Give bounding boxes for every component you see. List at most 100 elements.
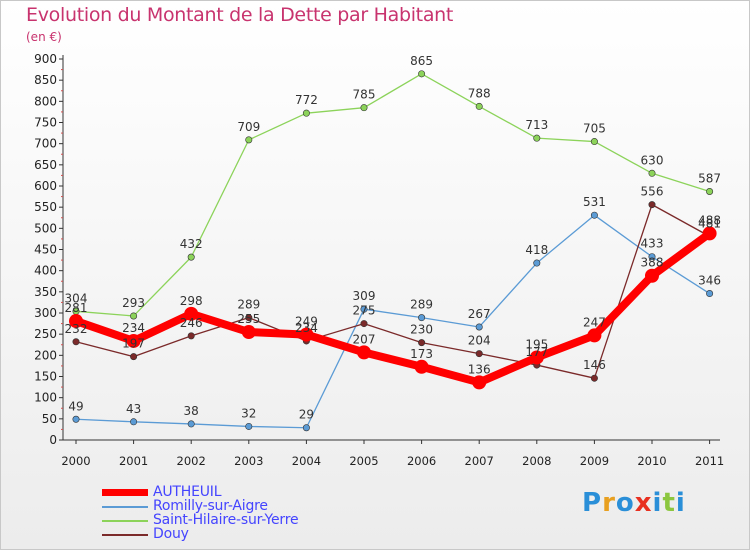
x-tick-label: 2002 <box>177 454 206 468</box>
x-tick-label: 2004 <box>292 454 321 468</box>
logo-letter: r <box>602 488 616 518</box>
y-tick-label: 300 <box>34 306 57 320</box>
legend-swatch <box>102 534 148 536</box>
data-label-0: 488 <box>698 213 721 227</box>
data-point-0 <box>529 350 544 365</box>
data-point-2 <box>187 253 195 261</box>
data-point-3 <box>130 353 138 361</box>
data-point-2 <box>302 109 310 117</box>
data-point-3 <box>475 350 483 358</box>
legend-label: Douy <box>153 526 189 542</box>
data-point-2 <box>648 169 656 177</box>
data-point-0 <box>126 333 141 348</box>
legend-label: Saint-Hilaire-sur-Yerre <box>153 512 299 528</box>
data-point-1 <box>533 259 541 267</box>
chart-subtitle: (en €) <box>26 30 62 44</box>
chart-title: Evolution du Montant de la Dette par Hab… <box>26 4 454 26</box>
data-point-3 <box>360 320 368 328</box>
y-tick-label: 900 <box>34 52 57 66</box>
data-point-1 <box>418 314 426 322</box>
y-tick-label: 700 <box>34 137 57 151</box>
data-label-2: 293 <box>122 296 145 310</box>
data-point-1 <box>130 418 138 426</box>
data-label-3: 146 <box>583 358 606 372</box>
data-label-3: 481 <box>698 216 721 230</box>
data-label-2: 713 <box>525 118 548 132</box>
y-tick-label: 450 <box>34 243 57 257</box>
data-label-0: 249 <box>295 315 318 329</box>
data-point-3 <box>590 374 598 382</box>
data-point-2 <box>360 104 368 112</box>
legend-label: AUTHEUIL <box>153 484 222 500</box>
x-tick-label: 2007 <box>465 454 494 468</box>
y-tick-label: 250 <box>34 327 57 341</box>
y-tick-label: 550 <box>34 200 57 214</box>
data-label-3: 234 <box>295 321 318 335</box>
data-point-0 <box>357 345 371 360</box>
data-point-1 <box>475 323 483 331</box>
data-point-0 <box>184 306 199 321</box>
data-label-3: 246 <box>180 316 203 330</box>
data-label-2: 587 <box>698 172 721 186</box>
data-label-0: 388 <box>641 256 664 270</box>
logo-letter: o <box>615 488 635 518</box>
data-point-1 <box>245 422 253 430</box>
data-label-1: 309 <box>353 289 376 303</box>
data-point-3 <box>648 201 656 209</box>
data-point-1 <box>706 290 714 298</box>
data-point-2 <box>245 136 253 144</box>
data-point-2 <box>418 70 426 78</box>
data-label-0: 195 <box>525 337 548 351</box>
data-label-3: 275 <box>353 304 376 318</box>
data-point-2 <box>475 102 483 110</box>
x-tick-label: 2003 <box>234 454 263 468</box>
data-label-1: 289 <box>410 298 433 312</box>
x-tick-label: 2010 <box>637 454 666 468</box>
data-label-1: 346 <box>698 274 721 288</box>
data-label-3: 177 <box>525 345 548 359</box>
x-tick-label: 2009 <box>580 454 609 468</box>
y-tick-label: 0 <box>49 433 57 447</box>
data-label-1: 418 <box>525 243 548 257</box>
data-label-3: 232 <box>65 322 88 336</box>
y-tick-label: 500 <box>34 221 57 235</box>
x-tick-label: 2001 <box>119 454 148 468</box>
y-tick-label: 650 <box>34 158 57 172</box>
data-point-0 <box>472 375 487 390</box>
data-label-2: 865 <box>410 54 433 68</box>
data-label-1: 531 <box>583 195 606 209</box>
y-tick-label: 100 <box>34 391 57 405</box>
data-point-3 <box>245 314 253 322</box>
data-label-0: 136 <box>468 362 491 376</box>
data-point-0 <box>299 327 314 342</box>
data-label-3: 204 <box>468 334 491 348</box>
data-point-2 <box>590 138 598 146</box>
series-line-0 <box>72 229 714 387</box>
data-point-2 <box>130 312 138 320</box>
data-label-1: 32 <box>241 406 256 420</box>
y-tick-label: 150 <box>34 370 57 384</box>
data-label-2: 772 <box>295 93 318 107</box>
data-point-1 <box>648 253 656 261</box>
data-label-0: 234 <box>122 321 145 335</box>
data-label-0: 207 <box>353 332 376 346</box>
y-tick-label: 400 <box>34 264 57 278</box>
data-label-0: 255 <box>237 312 260 326</box>
data-point-0 <box>241 325 256 340</box>
x-tick-label: 2000 <box>61 454 90 468</box>
data-label-2: 788 <box>468 86 491 100</box>
data-label-1: 49 <box>68 399 83 413</box>
legend-label: Romilly-sur-Aigre <box>153 498 268 514</box>
data-point-0 <box>587 328 602 343</box>
data-point-3 <box>72 338 80 346</box>
data-label-2: 785 <box>353 88 376 102</box>
data-label-0: 247 <box>583 315 606 329</box>
data-point-2 <box>533 134 541 142</box>
series-line-2 <box>75 73 711 317</box>
data-point-3 <box>418 339 426 347</box>
logo-letter: x <box>634 488 653 518</box>
y-tick-label: 200 <box>34 348 57 362</box>
data-point-0 <box>69 314 83 329</box>
data-point-1 <box>590 211 598 219</box>
